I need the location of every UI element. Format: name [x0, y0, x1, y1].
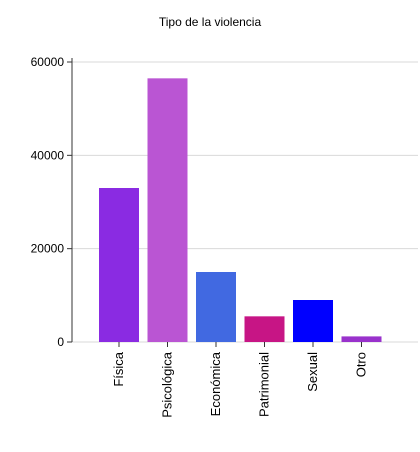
x-tick-label: Física: [111, 351, 126, 386]
bar: [196, 272, 236, 342]
bar: [244, 316, 285, 342]
x-tick-label: Patrimonial: [257, 352, 272, 417]
bar: [147, 78, 188, 342]
y-tick-label: 60000: [31, 55, 65, 69]
x-tick-label: Psicológica: [160, 351, 175, 418]
bar: [293, 300, 333, 342]
category-labels: Física Psicológica Económica Patrimonial Sex…: [111, 351, 369, 418]
bars: [99, 78, 382, 342]
bar: [99, 188, 139, 342]
x-tick-label: Otro: [354, 352, 369, 377]
x-tick-label: Económica: [208, 351, 223, 416]
chart-title: Tipo de la violencia: [159, 15, 262, 29]
bar: [341, 336, 382, 342]
y-tick-label: 40000: [31, 148, 65, 162]
axes: 0 20000 40000 60000: [31, 55, 362, 349]
y-tick-label: 20000: [31, 242, 65, 256]
y-tick-label: 0: [57, 335, 64, 349]
x-tick-label: Sexual: [305, 352, 320, 392]
